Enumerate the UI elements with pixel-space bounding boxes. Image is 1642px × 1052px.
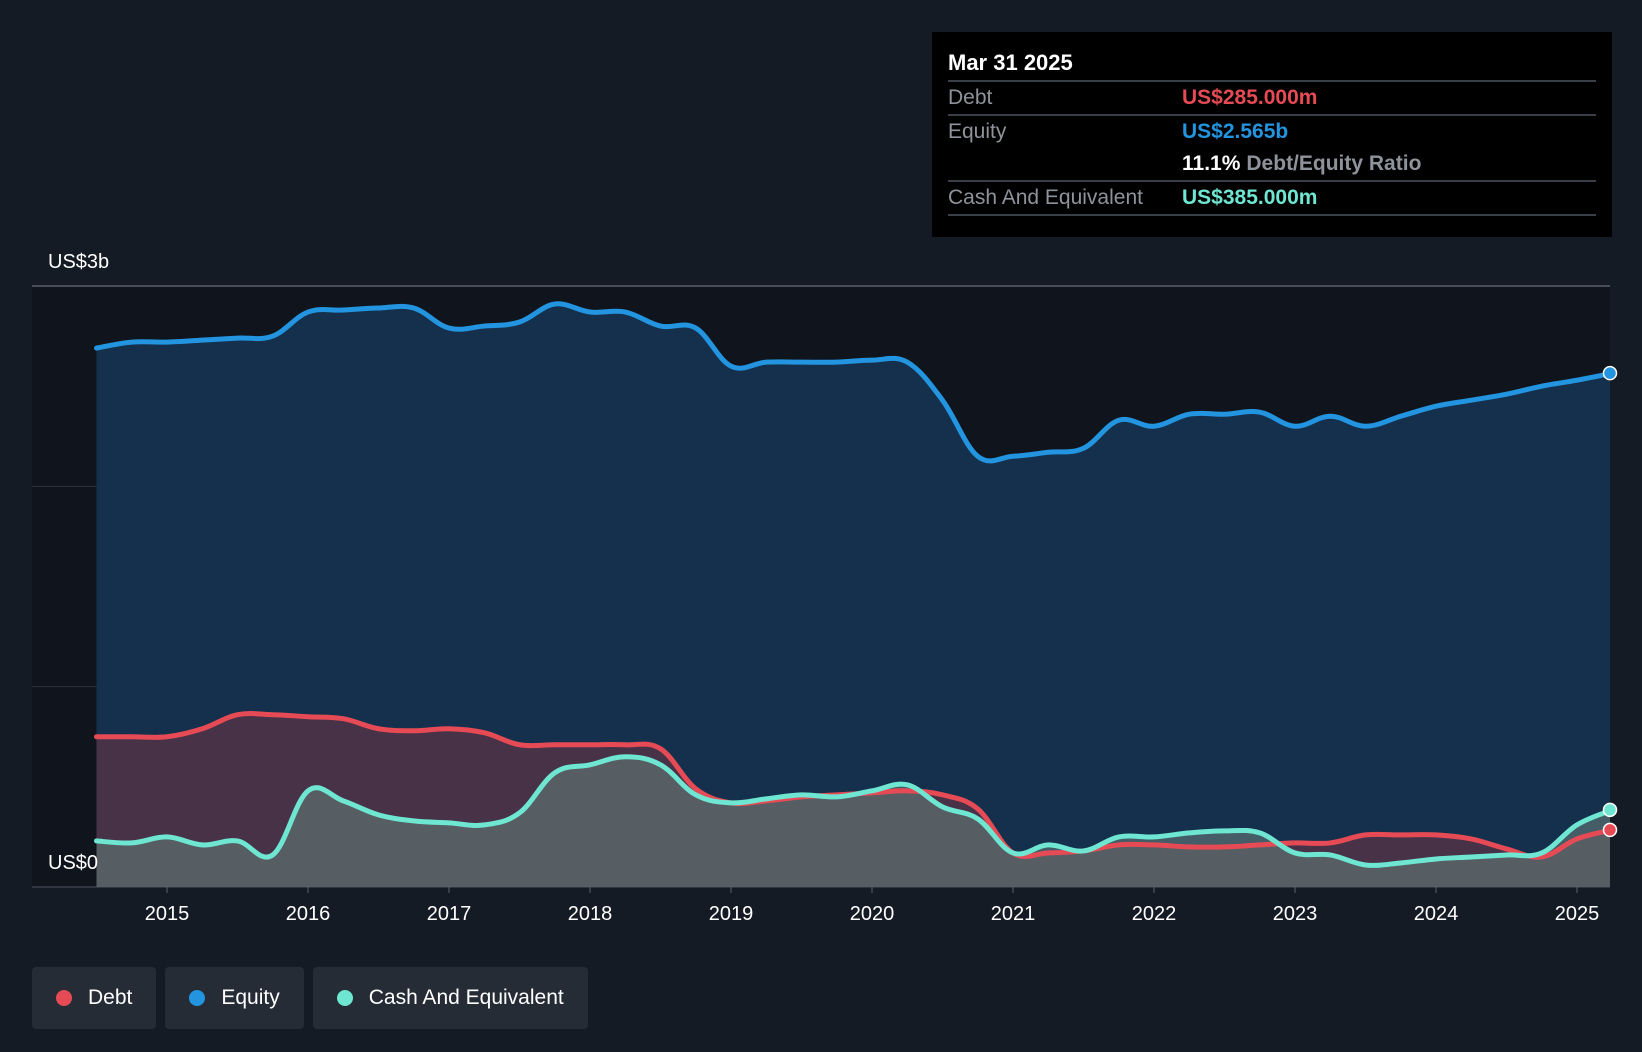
cash-end-marker[interactable] <box>1602 802 1618 818</box>
legend-label-cash: Cash And Equivalent <box>368 986 564 1009</box>
tooltip-equity-value: US$2.565b <box>1182 120 1289 143</box>
legend-item-debt[interactable]: Debt <box>32 967 157 1029</box>
debt-dot-icon <box>56 990 72 1006</box>
tooltip-equity-label: Equity <box>948 120 1007 143</box>
tooltip-ratio: 11.1% Debt/Equity Ratio <box>1182 148 1421 180</box>
series-areas <box>96 303 1615 887</box>
legend-item-cash[interactable]: Cash And Equivalent <box>312 967 588 1029</box>
tooltip-cash-label: Cash And Equivalent <box>948 186 1143 209</box>
x-tick-label: 2017 <box>427 903 472 925</box>
legend-label-debt: Debt <box>88 986 133 1009</box>
x-tick-label: 2021 <box>991 903 1036 925</box>
x-tick-label: 2018 <box>568 903 613 925</box>
x-tick-label: 2016 <box>286 903 331 925</box>
x-tick-label: 2023 <box>1273 903 1318 925</box>
x-tick-label: 2020 <box>850 903 895 925</box>
tooltip-row-debt: Debt US$285.000m <box>948 82 1596 116</box>
debt-end-marker[interactable] <box>1602 822 1618 838</box>
cash-area <box>96 756 1615 887</box>
x-axis-ticks: 2015 2016 2017 2018 2019 2020 2021 2022 2023 2024… <box>145 887 1600 925</box>
tooltip-date: Mar 31 2025 <box>948 46 1596 82</box>
series-lines <box>94 301 1617 868</box>
cash-dot-icon <box>336 990 353 1006</box>
hover-tooltip: Mar 31 2025 Debt US$285.000m Equity US$2… <box>932 32 1612 237</box>
equity-dot-icon <box>189 990 206 1006</box>
series-end-markers <box>1602 365 1618 838</box>
equity-end-marker[interactable] <box>1602 365 1618 381</box>
tooltip-cash-value: US$385.000m <box>1182 186 1318 209</box>
tooltip-row-ratio: 11.1% Debt/Equity Ratio <box>948 148 1596 182</box>
legend-label-equity: Equity <box>221 986 280 1009</box>
tooltip-debt-value: US$285.000m <box>1182 86 1318 109</box>
tooltip-debt-label: Debt <box>948 86 993 109</box>
y-axis-min-label: US$0 <box>48 852 99 874</box>
x-tick-label: 2025 <box>1555 903 1600 925</box>
tooltip-row-equity: Equity US$2.565b <box>948 116 1596 148</box>
tooltip-ratio-spacer <box>948 148 1182 180</box>
cash-line <box>94 754 1617 868</box>
x-tick-label: 2019 <box>709 903 754 925</box>
tooltip-ratio-value: 11.1% <box>1182 152 1241 175</box>
x-tick-label: 2024 <box>1414 903 1459 925</box>
x-tick-label: 2015 <box>145 903 190 925</box>
equity-line <box>94 301 1617 464</box>
y-axis-max-label: US$3b <box>48 251 110 273</box>
legend-item-equity[interactable]: Equity <box>165 967 304 1029</box>
tooltip-row-cash: Cash And Equivalent US$385.000m <box>948 182 1596 216</box>
x-tick-label: 2022 <box>1132 903 1177 925</box>
chart-legend: Debt Equity Cash And Equivalent <box>32 967 588 1029</box>
tooltip-ratio-label: Debt/Equity Ratio <box>1246 152 1422 175</box>
